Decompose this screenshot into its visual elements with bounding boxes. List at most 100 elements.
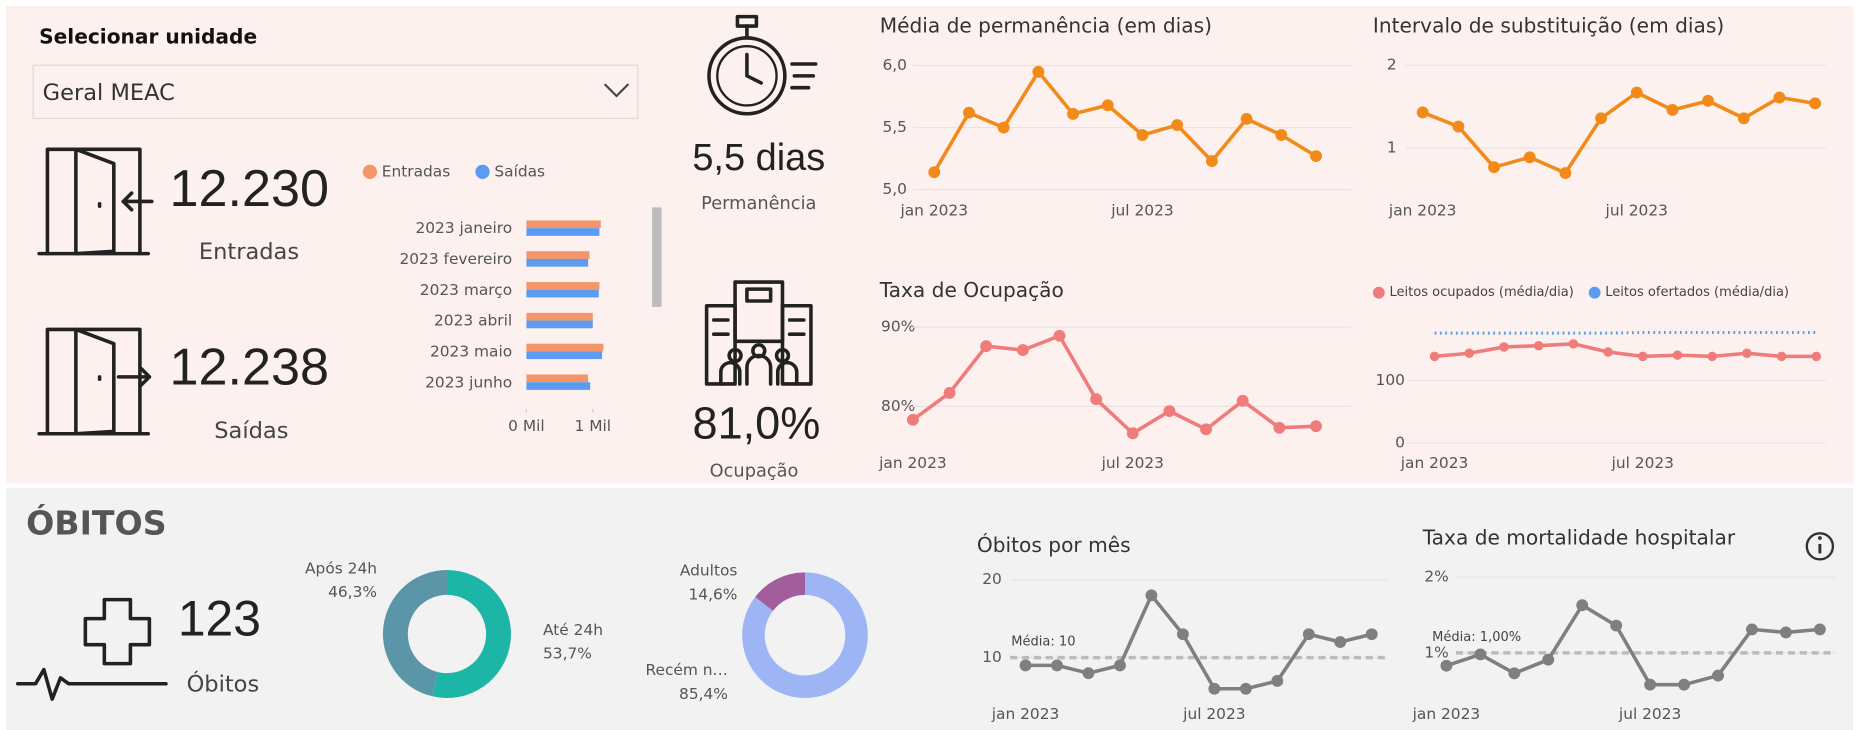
line-point	[1067, 108, 1079, 120]
line-point	[1302, 628, 1315, 641]
line-point	[1638, 351, 1648, 362]
bar	[526, 251, 590, 259]
line-point	[1126, 427, 1139, 440]
y-tick-label: 2023 abril	[434, 312, 512, 330]
line-point	[1595, 112, 1608, 125]
line-point	[1702, 94, 1715, 107]
line-point	[1416, 106, 1429, 119]
line-point	[1205, 155, 1218, 168]
bar	[526, 258, 589, 267]
x-tick-label: jan 2023	[899, 201, 968, 219]
info-circle[interactable]	[1805, 532, 1835, 561]
y-tick-label: 80%	[881, 397, 915, 415]
x-tick-label: jul 2023	[1605, 201, 1668, 219]
line-point	[1101, 99, 1114, 112]
line-point	[1678, 678, 1690, 691]
y-tick-label: 0	[1395, 434, 1405, 452]
line-point	[1053, 329, 1066, 342]
x-tick-label: jan 2023	[991, 705, 1060, 723]
reference-label: Média: 1,00%	[1432, 630, 1521, 645]
line-point	[1240, 112, 1253, 125]
slice-label: Até 24h	[543, 621, 603, 639]
legend-swatch	[1588, 286, 1601, 299]
filter-label: Selecionar unidade	[39, 24, 257, 48]
line-point	[906, 413, 919, 426]
kpi-entradas-value: 12.230	[170, 160, 330, 218]
kpi-entradas-label: Entradas	[199, 239, 299, 265]
dropdown[interactable]	[32, 64, 639, 120]
line-point	[1208, 682, 1221, 695]
line-point	[1742, 348, 1752, 359]
line-point	[1365, 628, 1378, 641]
slice-value: 14,6%	[689, 585, 738, 603]
x-tick-label: jul 2023	[1110, 201, 1173, 219]
slice-value: 53,7%	[543, 645, 592, 663]
line-point	[1082, 667, 1095, 680]
y-tick-label: 6,0	[882, 56, 906, 74]
line-series	[1422, 90, 1816, 175]
line-point	[1200, 423, 1212, 436]
line-point	[1773, 91, 1786, 104]
stopwatch-icon	[707, 14, 818, 116]
line-point	[1163, 405, 1176, 418]
line-point	[1603, 347, 1613, 357]
line-point	[1032, 65, 1045, 78]
door-out-icon	[37, 327, 152, 436]
line-point	[963, 106, 975, 119]
line-series	[911, 334, 1317, 436]
x-tick-label: jul 2023	[1182, 705, 1245, 723]
y-tick-label: 1%	[1424, 643, 1448, 661]
bar	[526, 374, 589, 383]
slice-label: Recém n…	[645, 661, 727, 679]
line-point	[1523, 151, 1536, 164]
chart-title: Intervalo de substituição (em dias)	[1373, 14, 1724, 38]
line-point	[1310, 150, 1322, 163]
scrollbar[interactable]	[652, 207, 662, 307]
y-tick-label: 90%	[881, 318, 915, 336]
line-point	[1236, 394, 1249, 407]
bar	[526, 320, 593, 329]
donut-slice	[382, 570, 447, 697]
bar	[526, 220, 601, 229]
line-point	[1051, 659, 1063, 672]
line-point	[1737, 112, 1750, 125]
donut-slice	[755, 572, 806, 611]
line-point	[1452, 120, 1465, 133]
line-point	[1239, 682, 1252, 695]
dropdown-chevron[interactable]	[603, 83, 630, 98]
info-icon[interactable]	[1805, 532, 1835, 561]
line-point	[980, 340, 993, 353]
legend-label: Leitos ofertados (média/dia)	[1605, 285, 1789, 300]
line-point	[1813, 623, 1826, 636]
line-point	[1016, 344, 1029, 357]
x-tick-label: jul 2023	[1618, 705, 1681, 723]
line-point	[1533, 340, 1544, 351]
line-point	[1171, 119, 1184, 132]
line-point	[1644, 678, 1657, 691]
chart-title: Taxa de Ocupação	[879, 278, 1064, 302]
info-dot[interactable]	[1817, 536, 1822, 540]
line-point	[1559, 167, 1572, 179]
x-tick-label: jan 2023	[1400, 454, 1469, 472]
bar	[526, 382, 591, 390]
y-tick-label: 2023 março	[420, 281, 512, 299]
line-point	[1746, 623, 1758, 636]
line-point	[1672, 350, 1683, 360]
x-tick-label: 0 Mil	[508, 417, 545, 435]
door-in-icon	[37, 147, 154, 256]
bar	[526, 351, 603, 360]
y-tick-label: 1	[1387, 139, 1397, 157]
line-point	[1334, 636, 1347, 648]
legend-label: Entradas	[382, 162, 451, 180]
legend-swatch	[475, 164, 490, 179]
building-icon	[704, 280, 813, 386]
y-tick-label: 20	[982, 570, 1002, 588]
slice-value: 85,4%	[679, 685, 728, 703]
line-point	[1474, 648, 1487, 661]
reference-label: Média: 10	[1011, 635, 1075, 650]
donut-slice	[742, 572, 868, 699]
line-point	[1508, 667, 1521, 680]
line-point	[1542, 653, 1555, 666]
kpi-permanencia-value: 5,5 dias	[692, 137, 825, 179]
slice-value: 46,3%	[328, 583, 377, 601]
